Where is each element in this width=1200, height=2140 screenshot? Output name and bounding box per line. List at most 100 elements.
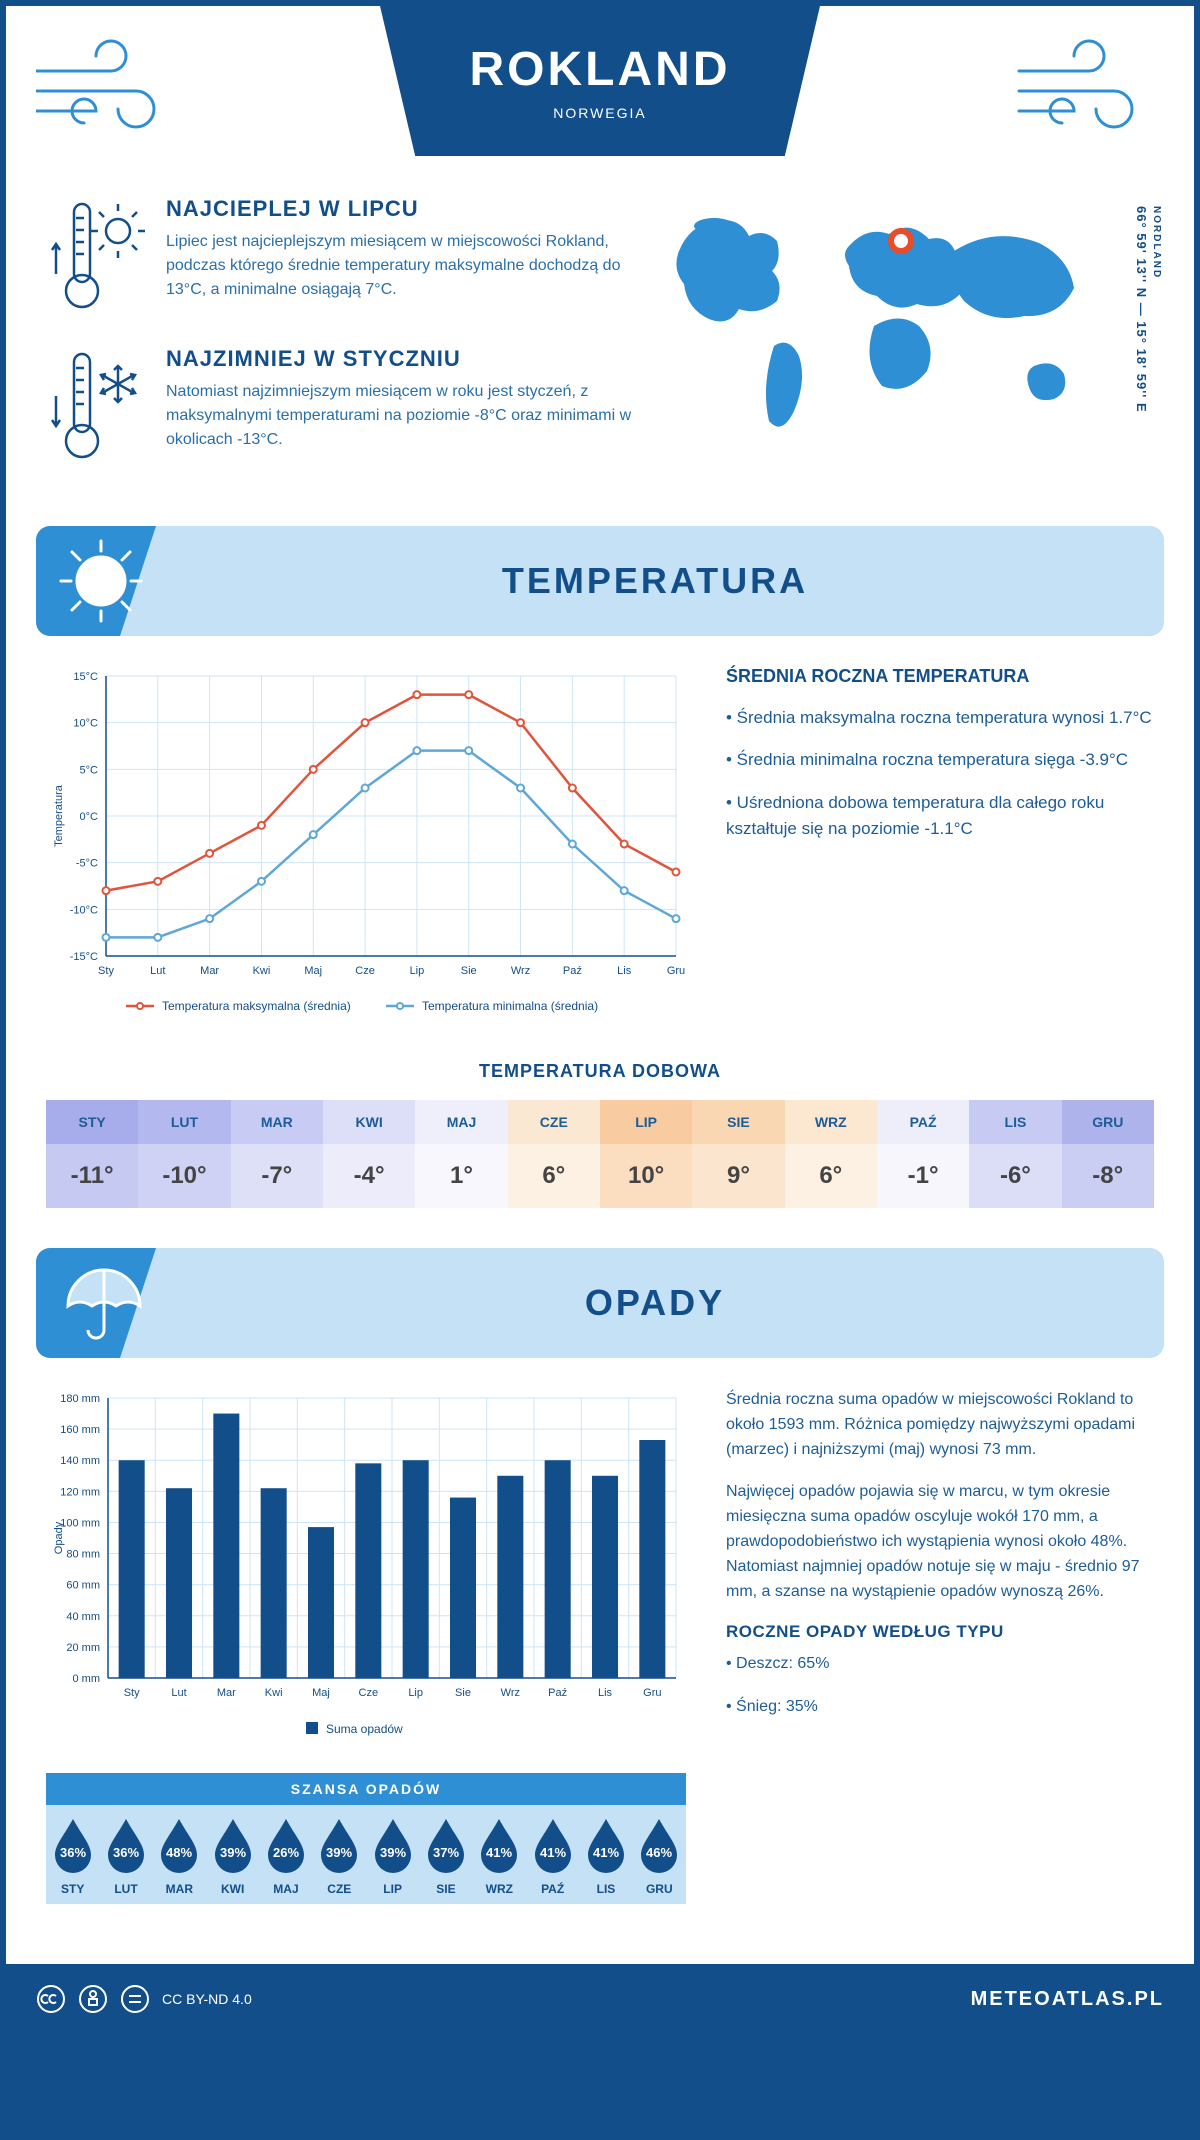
- page: ROKLAND NORWEGIA NAJCIEPLEJ W LIPCU: [0, 0, 1200, 2040]
- chance-title: SZANSA OPADÓW: [46, 1773, 686, 1805]
- precip-chart-container: 0 mm20 mm40 mm60 mm80 mm100 mm120 mm140 …: [46, 1388, 686, 1904]
- svg-text:Lut: Lut: [150, 965, 165, 977]
- svg-text:Kwi: Kwi: [253, 965, 271, 977]
- daily-temp-title: TEMPERATURA DOBOWA: [6, 1061, 1194, 1082]
- daily-cell: STY-11°: [46, 1100, 138, 1208]
- drop-icon: 36%: [104, 1817, 148, 1873]
- warmest-title: NAJCIEPLEJ W LIPCU: [166, 196, 634, 222]
- chance-month: LIP: [366, 1882, 419, 1896]
- chance-cell: 39% LIP: [366, 1817, 419, 1896]
- chance-cell: 39% CZE: [313, 1817, 366, 1896]
- svg-text:Wrz: Wrz: [501, 1687, 520, 1699]
- daily-value: -10°: [138, 1144, 230, 1208]
- daily-cell: LIP10°: [600, 1100, 692, 1208]
- thermometer-sun-icon: [46, 196, 146, 316]
- svg-text:39%: 39%: [220, 1845, 246, 1860]
- svg-text:Opady: Opady: [53, 1521, 65, 1554]
- daily-value: -8°: [1062, 1144, 1154, 1208]
- header: ROKLAND NORWEGIA: [6, 6, 1194, 186]
- drop-icon: 39%: [317, 1817, 361, 1873]
- daily-month: MAJ: [415, 1100, 507, 1144]
- svg-text:37%: 37%: [433, 1845, 459, 1860]
- svg-text:-5°C: -5°C: [76, 858, 98, 870]
- daily-cell: PAŹ-1°: [877, 1100, 969, 1208]
- svg-text:Gru: Gru: [667, 965, 685, 977]
- svg-text:Sty: Sty: [124, 1687, 140, 1699]
- temp-summary-line-1: • Średnia minimalna roczna temperatura s…: [726, 747, 1154, 773]
- svg-text:46%: 46%: [646, 1845, 672, 1860]
- daily-month: PAŹ: [877, 1100, 969, 1144]
- chance-cell: 41%WRZ: [473, 1817, 526, 1896]
- svg-text:Mar: Mar: [217, 1687, 236, 1699]
- precip-type-title: ROCZNE OPADY WEDŁUG TYPU: [726, 1622, 1154, 1642]
- chance-month: MAR: [153, 1882, 206, 1896]
- daily-value: 6°: [508, 1144, 600, 1208]
- svg-text:Sie: Sie: [455, 1687, 471, 1699]
- nd-icon: [120, 1984, 150, 2014]
- daily-month: SIE: [692, 1100, 784, 1144]
- svg-text:41%: 41%: [593, 1845, 619, 1860]
- precip-type-0: • Deszcz: 65%: [726, 1652, 1154, 1677]
- coordinates: NORDLAND 66° 59' 13'' N — 15° 18' 59'' E: [1134, 206, 1164, 413]
- daily-cell: LIS-6°: [969, 1100, 1061, 1208]
- city-title: ROKLAND: [470, 42, 731, 97]
- daily-month: KWI: [323, 1100, 415, 1144]
- svg-text:10°C: 10°C: [73, 718, 98, 730]
- wind-icon-right: [1014, 36, 1164, 146]
- temperature-chart-container: -15°C-10°C-5°C0°C5°C10°C15°CStyLutMarKwi…: [46, 666, 686, 1031]
- svg-text:Maj: Maj: [304, 965, 322, 977]
- svg-text:-10°C: -10°C: [70, 904, 98, 916]
- svg-text:48%: 48%: [166, 1845, 192, 1860]
- coord-value: 66° 59' 13'' N — 15° 18' 59'' E: [1134, 206, 1149, 413]
- svg-text:Paź: Paź: [563, 965, 582, 977]
- chance-body: 36%STY36%LUT48%MAR39%KWI26%MAJ39%CZE39%L…: [46, 1805, 686, 1904]
- chance-month: WRZ: [473, 1882, 526, 1896]
- drop-icon: 39%: [371, 1817, 415, 1873]
- svg-text:80 mm: 80 mm: [66, 1549, 100, 1561]
- svg-text:Lip: Lip: [408, 1687, 423, 1699]
- thermometer-snow-icon: [46, 346, 146, 466]
- chance-block: SZANSA OPADÓW 36%STY36%LUT48%MAR39%KWI26…: [46, 1773, 686, 1904]
- precip-row: 0 mm20 mm40 mm60 mm80 mm100 mm120 mm140 …: [6, 1388, 1194, 1924]
- chance-month: LUT: [99, 1882, 152, 1896]
- svg-text:5°C: 5°C: [80, 764, 99, 776]
- warmest-block: NAJCIEPLEJ W LIPCU Lipiec jest najcieple…: [46, 196, 634, 316]
- temp-summary-title: ŚREDNIA ROCZNA TEMPERATURA: [726, 666, 1154, 687]
- svg-text:Lis: Lis: [617, 965, 632, 977]
- daily-month: LUT: [138, 1100, 230, 1144]
- daily-value: -11°: [46, 1144, 138, 1208]
- drop-icon: 37%: [424, 1817, 468, 1873]
- license-text: CC BY-ND 4.0: [162, 1991, 252, 2007]
- section-title-precip: OPADY: [146, 1282, 1164, 1324]
- temp-summary-line-2: • Uśredniona dobowa temperatura dla całe…: [726, 790, 1154, 843]
- precip-summary: Średnia roczna suma opadów w miejscowośc…: [726, 1388, 1154, 1904]
- drop-icon: 41%: [531, 1817, 575, 1873]
- daily-month: GRU: [1062, 1100, 1154, 1144]
- intro-row: NAJCIEPLEJ W LIPCU Lipiec jest najcieple…: [6, 186, 1194, 526]
- svg-text:26%: 26%: [273, 1845, 299, 1860]
- chance-cell: 39%KWI: [206, 1817, 259, 1896]
- coldest-title: NAJZIMNIEJ W STYCZNIU: [166, 346, 634, 372]
- svg-text:Sie: Sie: [461, 965, 477, 977]
- region-label: NORDLAND: [1151, 206, 1162, 279]
- temperature-row: -15°C-10°C-5°C0°C5°C10°C15°CStyLutMarKwi…: [6, 666, 1194, 1051]
- world-map: [654, 196, 1114, 456]
- precip-p2: Najwięcej opadów pojawia się w marcu, w …: [726, 1480, 1154, 1604]
- chance-cell: 36% LUT: [99, 1817, 152, 1896]
- temperature-summary: ŚREDNIA ROCZNA TEMPERATURA • Średnia mak…: [726, 666, 1154, 1031]
- svg-text:Lis: Lis: [598, 1687, 613, 1699]
- svg-text:20 mm: 20 mm: [66, 1642, 100, 1654]
- svg-text:Maj: Maj: [312, 1687, 330, 1699]
- svg-text:39%: 39%: [326, 1845, 352, 1860]
- svg-text:41%: 41%: [540, 1845, 566, 1860]
- svg-text:100 mm: 100 mm: [60, 1517, 100, 1529]
- chance-cell: 41%PAŹ: [526, 1817, 579, 1896]
- daily-value: 9°: [692, 1144, 784, 1208]
- daily-month: WRZ: [785, 1100, 877, 1144]
- drop-icon: 39%: [211, 1817, 255, 1873]
- chance-month: GRU: [633, 1882, 686, 1896]
- svg-text:39%: 39%: [380, 1845, 406, 1860]
- daily-cell: CZE6°: [508, 1100, 600, 1208]
- chance-month: CZE: [313, 1882, 366, 1896]
- daily-month: STY: [46, 1100, 138, 1144]
